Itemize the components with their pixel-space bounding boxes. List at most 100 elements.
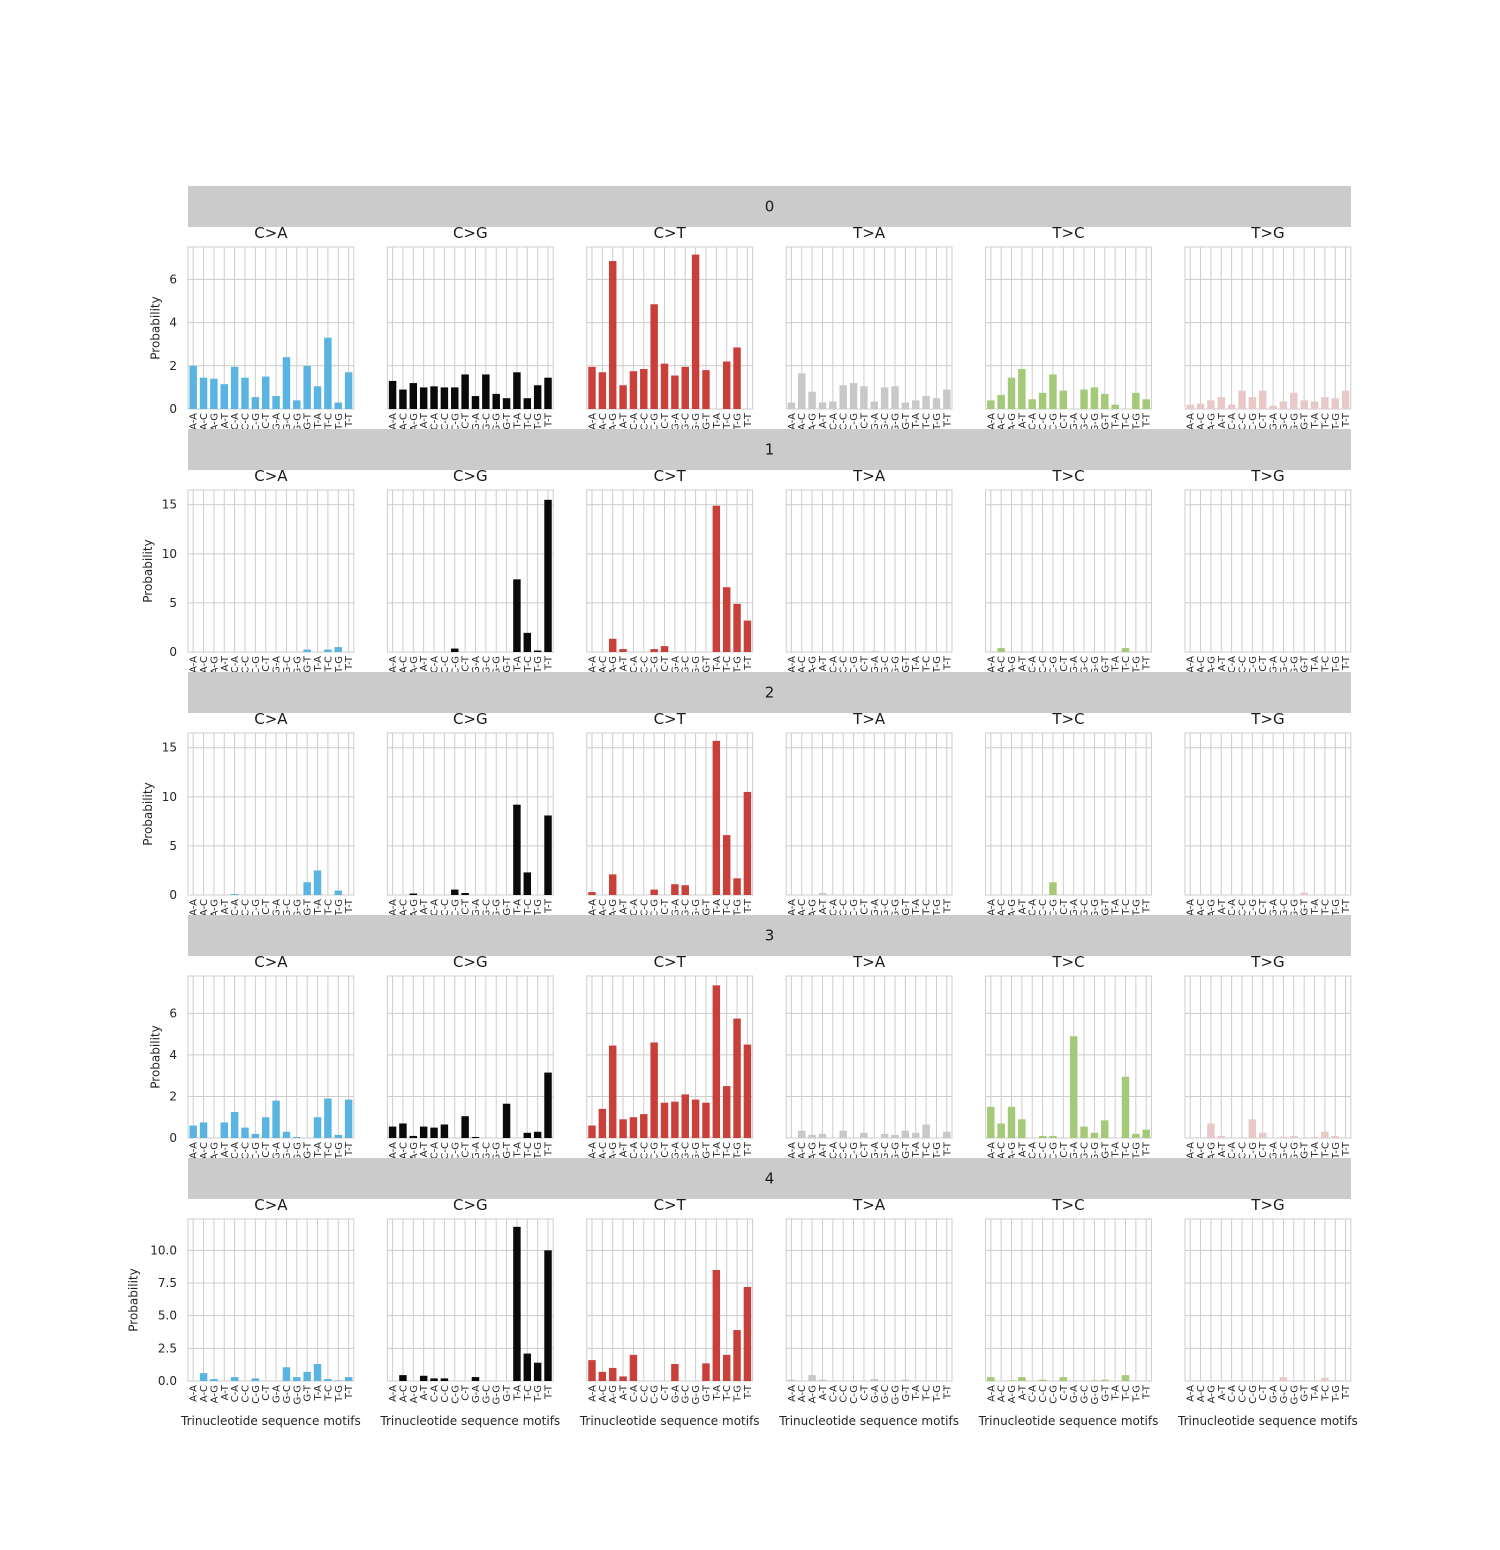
bar-T-G <box>932 398 941 409</box>
x-tick-label: A-C <box>598 413 609 430</box>
bar-T-C <box>1121 1375 1130 1381</box>
x-tick-label: G-G <box>891 899 902 918</box>
x-tick-label: C-C <box>839 413 850 431</box>
bar-T-T <box>544 1250 552 1381</box>
y-tick-label: 7.5 <box>158 1276 177 1290</box>
y-axis-label: Probability <box>149 296 163 359</box>
bar-A-C <box>997 394 1005 409</box>
bar-T-C <box>922 1124 930 1138</box>
bar-A-G <box>608 638 617 652</box>
x-tick-label: T-G <box>1331 413 1342 431</box>
x-tick-label: T-C <box>922 1385 933 1402</box>
x-tick-label: G-G <box>492 899 503 918</box>
panel-title: C>A <box>254 1196 288 1214</box>
bar-T-G <box>533 1362 542 1381</box>
bar-T-A <box>1310 1136 1319 1138</box>
bar-G-G <box>293 400 301 409</box>
x-tick-label: T-C <box>523 413 534 430</box>
bar-T-A <box>712 740 721 895</box>
x-tick-label: T-G <box>533 656 544 674</box>
x-tick-label: G-T <box>1100 412 1111 429</box>
axes-frame <box>187 489 355 653</box>
bar-A-C <box>1196 403 1205 409</box>
bar-A-G <box>210 378 218 409</box>
x-tick-label: G-G <box>1289 413 1300 432</box>
bar-C-C <box>440 387 449 409</box>
x-tick-label: A-G <box>409 656 420 674</box>
axes-frame <box>985 732 1152 896</box>
x-tick-label: A-T <box>818 655 829 671</box>
bar-C-T <box>860 386 868 409</box>
x-tick-label: T-G <box>733 1385 744 1403</box>
x-tick-label: G-C <box>681 656 692 674</box>
x-tick-label: T-C <box>523 1385 534 1402</box>
bar-T-G <box>1331 1380 1339 1381</box>
bar-C-T <box>660 1102 669 1138</box>
x-tick-label: C-C <box>639 1142 650 1160</box>
x-tick-label: C-T <box>1258 898 1269 915</box>
bar-C-T <box>1258 390 1267 409</box>
bar-A-A <box>588 892 596 895</box>
x-tick-label: T-G <box>932 413 943 431</box>
y-tick-label: 5 <box>169 839 177 853</box>
panel-T>C: T>CA-A A-C A-G A-T C-A C-C C-G C-T G-A G-C G-G G-T T… <box>985 467 1153 675</box>
row-3: 3C>AA-A A-C A-G A-T C-A C-C C-G C-T G-A G-C G-G G-T… <box>149 915 1352 1161</box>
panel-title: C>A <box>254 953 288 971</box>
x-tick-label: A-C <box>997 899 1008 916</box>
bar-G-G <box>1090 1380 1099 1381</box>
x-tick-label: A-G <box>608 1385 619 1403</box>
x-tick-label: C-T <box>261 655 272 672</box>
bar-T-C <box>922 396 930 409</box>
row-strip-label: 1 <box>765 441 775 459</box>
bar-G-A <box>272 1100 280 1138</box>
x-tick-label: G-G <box>292 1142 303 1161</box>
bar-C-C <box>1238 390 1246 409</box>
bar-T-T <box>743 620 752 652</box>
bar-G-T <box>702 1363 710 1381</box>
x-tick-label: C-T <box>859 1384 870 1401</box>
panel-C>A: C>AA-A A-C A-G A-T C-A C-C C-G C-T G-A G-C G-G G-T T… <box>141 467 355 675</box>
x-tick-label: C-T <box>660 1384 671 1401</box>
axes-frame <box>1184 732 1352 896</box>
panel-title: T>A <box>852 467 886 485</box>
panel-T>A: T>AA-A A-C A-G A-T C-A C-C C-G C-T G-A G-C G-G G-T T… <box>785 953 953 1161</box>
bar-G-T <box>303 365 311 409</box>
bar-T-A <box>313 1364 322 1381</box>
x-tick-label: C-C <box>240 1142 251 1160</box>
x-tick-label: G-G <box>1090 1385 1101 1404</box>
y-tick-label: 0 <box>169 645 177 659</box>
bar-T-T <box>943 389 951 409</box>
x-tick-label: T-G <box>1331 656 1342 674</box>
x-tick-label: C-G <box>251 1385 262 1404</box>
x-tick-label: A-C <box>997 1142 1008 1159</box>
x-tick-label: T-T <box>743 412 754 428</box>
x-tick-label: G-T <box>303 655 314 672</box>
x-tick-label: A-C <box>199 899 210 916</box>
x-tick-label: G-C <box>681 413 692 431</box>
x-tick-label: C-A <box>1227 656 1238 673</box>
x-tick-label: T-G <box>733 656 744 674</box>
x-tick-label: C-C <box>1038 413 1049 431</box>
bar-C-T <box>461 893 469 895</box>
x-tick-label: C-T <box>261 898 272 915</box>
x-tick-label: G-T <box>1300 1141 1311 1158</box>
x-tick-label: A-T <box>1017 898 1028 914</box>
x-tick-label: G-G <box>1289 1142 1300 1161</box>
axes-frame <box>1184 246 1352 410</box>
bar-G-G <box>1290 1135 1298 1138</box>
bar-G-G <box>293 1136 301 1138</box>
x-tick-label: A-A <box>1186 1385 1197 1402</box>
bar-G-G <box>1090 1132 1099 1138</box>
bar-A-A <box>787 1379 796 1381</box>
bar-A-A <box>987 1106 995 1138</box>
bar-C-A <box>430 1127 438 1138</box>
bar-C-G <box>251 397 260 409</box>
bar-A-A <box>588 366 596 409</box>
panel-title: T>C <box>1051 953 1084 971</box>
panel-title: T>A <box>852 710 886 728</box>
x-tick-label: C-G <box>650 1142 661 1161</box>
x-tick-label: C-A <box>629 899 640 916</box>
x-tick-label: G-G <box>1090 1142 1101 1161</box>
bar-G-A <box>471 1136 480 1138</box>
bar-A-G <box>608 1367 617 1381</box>
